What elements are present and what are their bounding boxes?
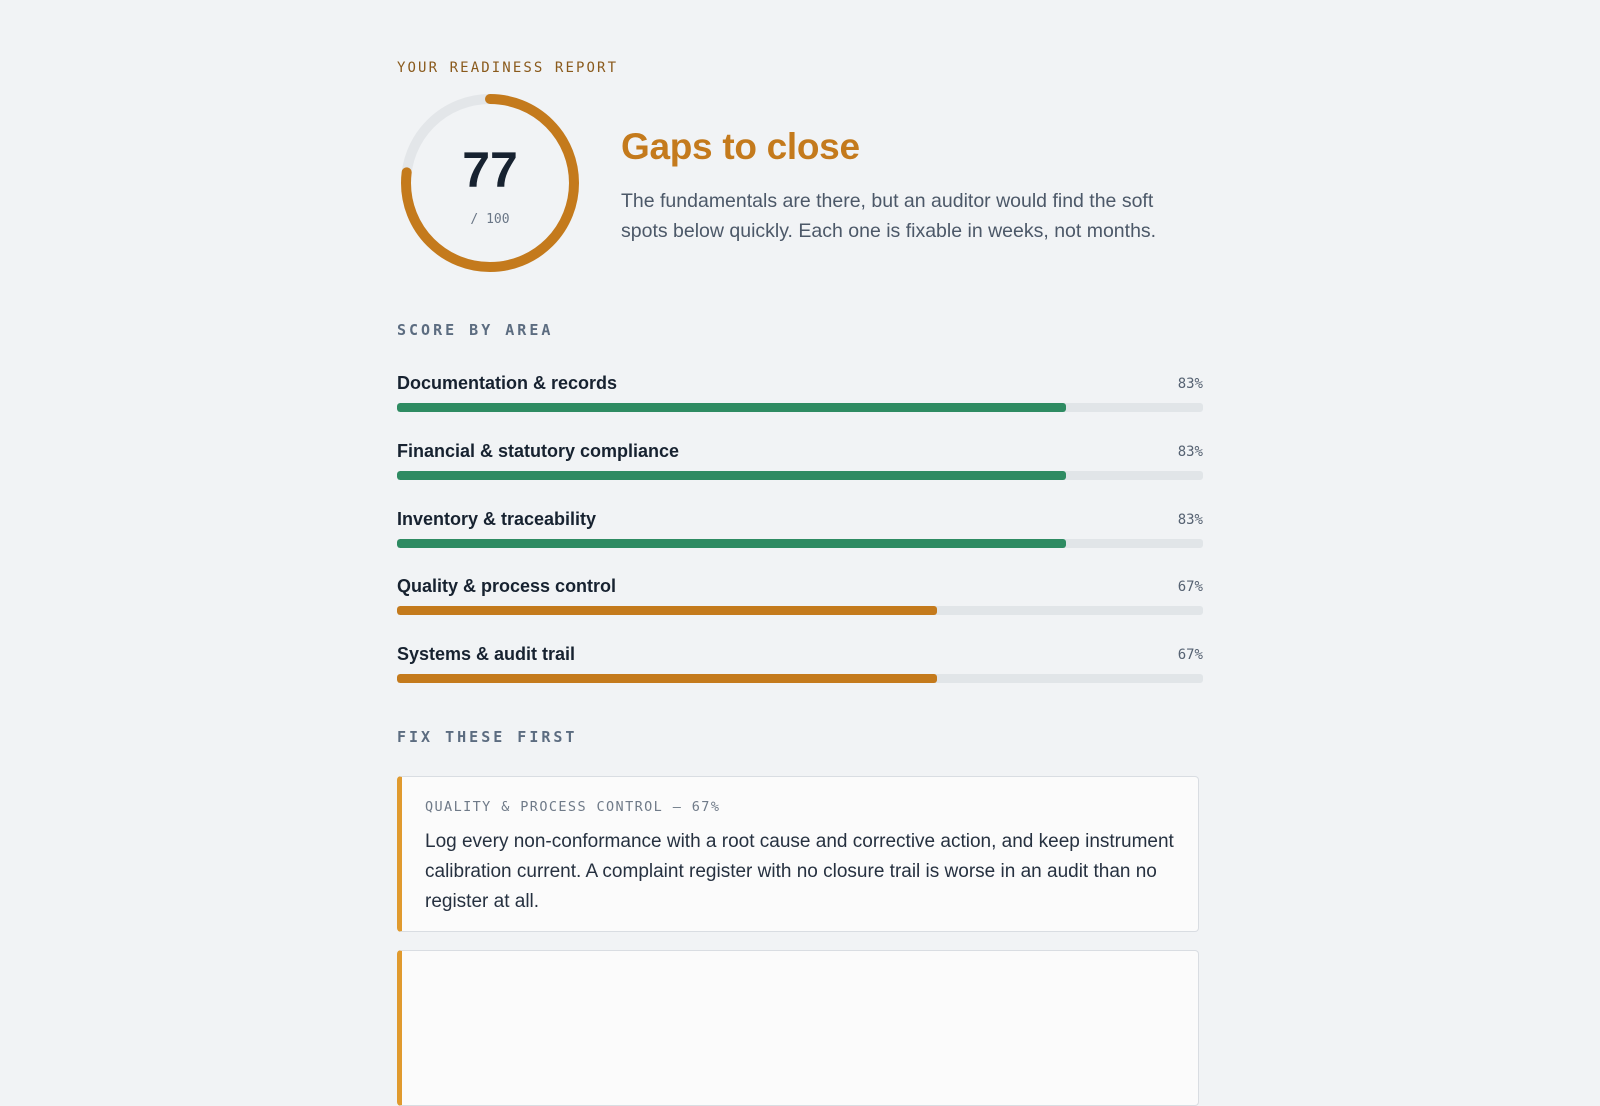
area-percent: 67% bbox=[1177, 579, 1203, 595]
area-row-systems: Systems & audit trail 67% bbox=[397, 644, 1203, 694]
area-progress-track bbox=[397, 674, 1203, 683]
area-name: Systems & audit trail bbox=[397, 644, 576, 664]
area-progress-fill bbox=[397, 471, 1066, 480]
fix-card-body: Log every non-conformance with a root ca… bbox=[425, 831, 1174, 912]
verdict-heading: Gaps to close bbox=[621, 126, 860, 167]
fix-these-first-heading: FIX THESE FIRST bbox=[397, 728, 578, 746]
readiness-report-page: YOUR READINESS REPORT 77 / 100 Gaps to c… bbox=[397, 60, 1203, 1106]
area-percent: 83% bbox=[1177, 512, 1203, 528]
area-row-inventory: Inventory & traceability 83% bbox=[397, 509, 1203, 559]
area-percent: 83% bbox=[1177, 444, 1203, 460]
area-row-quality: Quality & process control 67% bbox=[397, 576, 1203, 626]
report-eyebrow: YOUR READINESS REPORT bbox=[397, 60, 619, 76]
area-name: Inventory & traceability bbox=[397, 509, 597, 529]
score-ring bbox=[401, 94, 579, 272]
score-value: 77 bbox=[462, 142, 518, 198]
area-row-financial: Financial & statutory compliance 83% bbox=[397, 441, 1203, 491]
score-ring-progress bbox=[401, 94, 579, 272]
fix-card-next bbox=[397, 950, 1199, 1106]
area-progress-track bbox=[397, 606, 1203, 615]
area-name: Financial & statutory compliance bbox=[397, 441, 680, 461]
area-name: Documentation & records bbox=[397, 373, 618, 393]
area-percent: 83% bbox=[1177, 376, 1203, 392]
area-progress-fill bbox=[397, 606, 938, 615]
verdict-summary: The fundamentals are there, but an audit… bbox=[621, 190, 1157, 242]
area-progress-track bbox=[397, 471, 1203, 480]
area-progress-fill bbox=[397, 674, 938, 683]
score-max: / 100 bbox=[470, 212, 510, 227]
area-progress-fill bbox=[397, 539, 1066, 548]
area-progress-fill bbox=[397, 403, 1066, 412]
area-percent: 67% bbox=[1177, 647, 1203, 663]
area-name: Quality & process control bbox=[397, 576, 617, 596]
score-gauge: 77 / 100 bbox=[397, 90, 583, 276]
fix-card: QUALITY & PROCESS CONTROL — 67% Log ever… bbox=[397, 776, 1199, 932]
area-progress-track bbox=[397, 403, 1203, 412]
area-progress-track bbox=[397, 539, 1203, 548]
fix-card-title: QUALITY & PROCESS CONTROL — 67% bbox=[425, 799, 721, 815]
area-row-documentation: Documentation & records 83% bbox=[397, 373, 1203, 423]
score-by-area-heading: SCORE BY AREA bbox=[397, 321, 554, 339]
